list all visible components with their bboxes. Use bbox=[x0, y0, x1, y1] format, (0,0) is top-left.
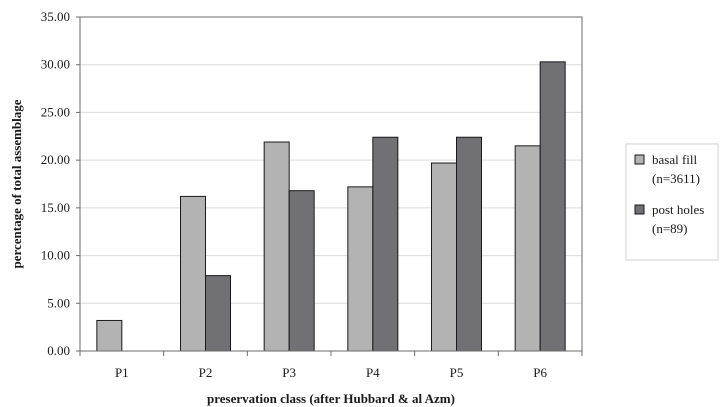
y-tick-label: 35.00 bbox=[41, 9, 70, 24]
y-tick-label: 5.00 bbox=[47, 295, 70, 310]
bar-post-holes-P3 bbox=[288, 190, 315, 352]
y-tick-label: 25.00 bbox=[41, 104, 70, 119]
legend-series-name: basal fill bbox=[652, 152, 698, 167]
bar-basal-fill-P3 bbox=[263, 141, 290, 352]
plot-frame bbox=[79, 16, 583, 352]
legend-series-count: (n=89) bbox=[652, 221, 688, 236]
bar-post-holes-P6 bbox=[539, 61, 566, 352]
x-tick-label: P6 bbox=[533, 365, 547, 380]
y-tick-label: 10.00 bbox=[41, 248, 70, 263]
x-tick-label: P5 bbox=[450, 365, 464, 380]
x-tick-label: P2 bbox=[199, 365, 213, 380]
bar-post-holes-P4 bbox=[372, 136, 399, 352]
y-axis-label: percentage of total assemblage bbox=[9, 99, 24, 268]
x-axis-label: preservation class (after Hubbard & al A… bbox=[207, 391, 455, 406]
x-tick-labels: P1 P2 P3 P4 P5 P6 bbox=[115, 365, 548, 380]
legend-swatch bbox=[634, 204, 645, 215]
bar-basal-fill-P5 bbox=[431, 162, 457, 352]
bar-basal-fill-P2 bbox=[180, 195, 206, 352]
y-tick-label: 20.00 bbox=[41, 152, 70, 167]
bar-basal-fill-P6 bbox=[514, 145, 541, 352]
legend: basal fill (n=3611) post holes (n=89) bbox=[625, 143, 719, 261]
legend-series-name: post holes bbox=[652, 202, 704, 217]
x-tick-label: P3 bbox=[282, 365, 296, 380]
x-tick-label: P1 bbox=[115, 365, 129, 380]
legend-series-count: (n=3611) bbox=[652, 171, 700, 186]
gridlines bbox=[80, 16, 582, 352]
bar-post-holes-P5 bbox=[456, 136, 482, 352]
y-tick-label: 30.00 bbox=[41, 57, 70, 72]
y-tick-labels: 0.00 5.00 10.00 15.00 20.00 25.00 30.00 35.00 bbox=[41, 9, 70, 358]
bars bbox=[96, 61, 566, 352]
legend-swatch bbox=[634, 154, 645, 165]
axes bbox=[76, 16, 583, 356]
y-tick-label: 15.00 bbox=[41, 200, 70, 215]
bar-basal-fill-P1 bbox=[96, 319, 123, 352]
y-tick-label: 0.00 bbox=[47, 343, 70, 358]
bar-basal-fill-P4 bbox=[347, 186, 374, 352]
bar-post-holes-P2 bbox=[205, 275, 231, 352]
x-tick-label: P4 bbox=[366, 365, 380, 380]
